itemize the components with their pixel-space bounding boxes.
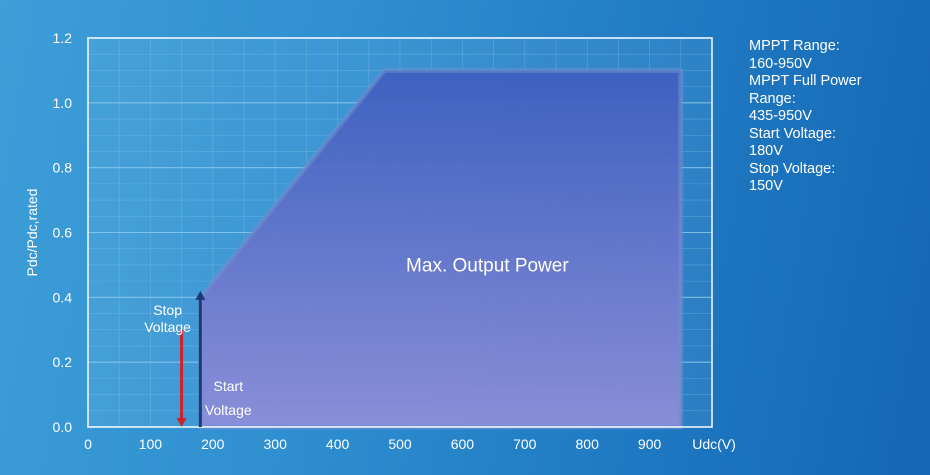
x-tick-label: 700 <box>513 436 537 452</box>
x-tick-label: 400 <box>326 436 350 452</box>
stop-voltage-label-line: Stop <box>153 302 182 318</box>
y-tick-label: 0.8 <box>53 160 73 176</box>
start-voltage-label-line: Start <box>214 378 244 394</box>
info-line: 160-950V <box>749 55 812 72</box>
start-voltage-label-line: Voltage <box>205 402 252 418</box>
info-line: MPPT Full Power <box>749 73 862 89</box>
x-tick-label: 0 <box>84 436 92 452</box>
start-voltage-label: Start Voltage <box>205 378 252 418</box>
y-tick-label: 1.0 <box>53 95 73 111</box>
stop-voltage-label-line: Voltage <box>144 319 191 335</box>
info-line: 150V <box>749 178 783 194</box>
data-area-layer: Max. Output Power <box>197 67 684 430</box>
info-line: Range: <box>749 90 796 107</box>
x-axis-label: Udc(V) <box>692 436 736 452</box>
plot-frame <box>87 37 713 428</box>
x-tick-label: 300 <box>264 436 288 452</box>
info-panel: MPPT Range: 160-950V MPPT Full Power Range:… <box>749 38 919 196</box>
tick-labels: 0 100 200 300 400 500 600 700 800 900 Udc(V) 0.0 0.2… <box>24 30 736 452</box>
info-line: MPPT Range: <box>749 38 840 54</box>
stop-voltage-label: Stop Voltage <box>144 302 191 335</box>
info-line: 180V <box>749 143 783 159</box>
y-tick-label: 1.2 <box>53 30 73 46</box>
x-tick-label: 600 <box>451 436 475 452</box>
x-tick-label: 900 <box>638 436 662 452</box>
stop-voltage-arrowhead <box>176 418 187 427</box>
y-axis-label: Pdc/Pdc,rated <box>24 189 40 277</box>
y-tick-label: 0.6 <box>53 225 73 241</box>
x-tick-label: 200 <box>201 436 225 452</box>
y-tick-label: 0.0 <box>53 419 73 435</box>
plot-border <box>87 37 713 428</box>
area-label: Max. Output Power <box>406 255 569 276</box>
start-voltage-arrowhead <box>195 290 206 300</box>
y-tick-label: 0.4 <box>53 289 73 305</box>
info-line: 435-950V <box>749 108 812 124</box>
info-line: Start Voltage: <box>749 125 837 142</box>
y-tick-label: 0.2 <box>53 354 73 370</box>
info-line: Stop Voltage: <box>749 160 836 177</box>
x-tick-label: 800 <box>576 436 600 452</box>
x-tick-label: 100 <box>139 436 163 452</box>
x-tick-label: 500 <box>388 436 412 452</box>
